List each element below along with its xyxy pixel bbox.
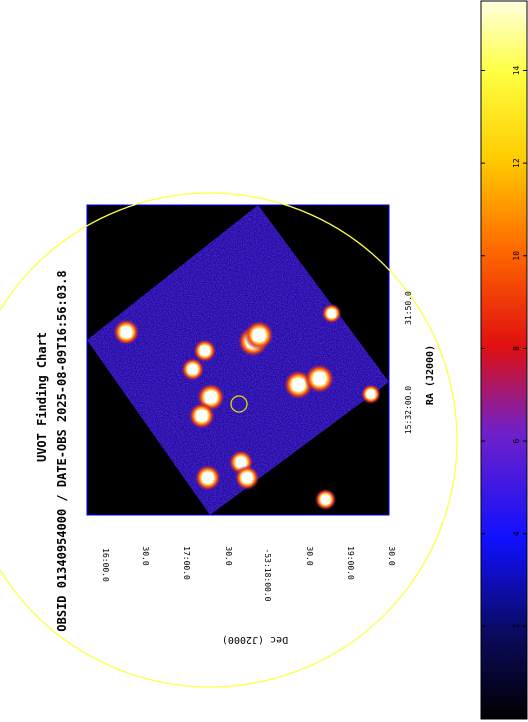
colorbar-tick-label: 2 [512,624,521,629]
colorbar-tick-label: 8 [512,346,521,351]
source-point [236,457,246,468]
sky-image [86,204,390,516]
colorbar-tick-label: 12 [512,158,521,168]
field-of-view-circle [0,192,458,688]
exposure-noise-red [87,205,389,515]
source-point [292,378,305,391]
dec-tick-label: 30.0 [224,546,233,565]
source-point [205,391,217,403]
dec-axis: 16:00.0 30.0 17:00.0 30.0 -53:18:00.0 30… [101,546,396,645]
colorbar-tick-label: 14 [512,65,521,75]
source-point [242,472,252,483]
colorbar-tick-label: 6 [512,438,521,443]
colorbar-ticks: 0 2 4 6 8 10 12 14 [481,65,527,720]
dec-tick-label: 17:00.0 [182,546,191,580]
colorbar-tick-label: 10 [512,251,521,261]
colorbar-tick-label: 0 [512,713,521,718]
ra-axis-label: RA (J2000) [425,345,436,405]
source-point [321,495,330,504]
source-point [313,372,326,385]
target-marker-circle [230,395,248,413]
dec-tick-label: 16:00.0 [101,548,110,582]
source-point [188,364,198,374]
source-point [202,472,213,483]
dec-tick-label: 30.0 [387,546,396,565]
dec-tick-label: -53:18:00.0 [263,549,272,602]
colorbar-tick-label: 4 [512,531,521,536]
source-point [253,329,265,342]
dec-axis-label: Dec (J2000) [222,634,288,645]
ra-axis: 15:32:00.0 31:50.0 RA (J2000) [404,291,436,434]
colorbar-gradient [480,0,528,720]
source-point [196,410,207,421]
dec-tick-label: 30.0 [305,546,314,565]
source-layer [112,303,381,511]
dec-tick-label: 30.0 [141,546,150,565]
source-point [200,346,210,356]
image-frame [86,204,390,516]
chart-subtitle: OBSID 01340954000 / DATE-OBS 2025-08-09T… [55,270,69,631]
source-point [121,326,132,338]
source-point [327,309,336,318]
ra-tick-label: 15:32:00.0 [404,386,413,434]
ra-tick-label: 31:50.0 [404,291,413,325]
source-point [366,390,375,399]
dec-tick-label: 19:00.0 [346,546,355,580]
colorbar: 0 2 4 6 8 10 12 14 [480,0,528,720]
chart-title: UVOT Finding Chart [35,332,49,462]
